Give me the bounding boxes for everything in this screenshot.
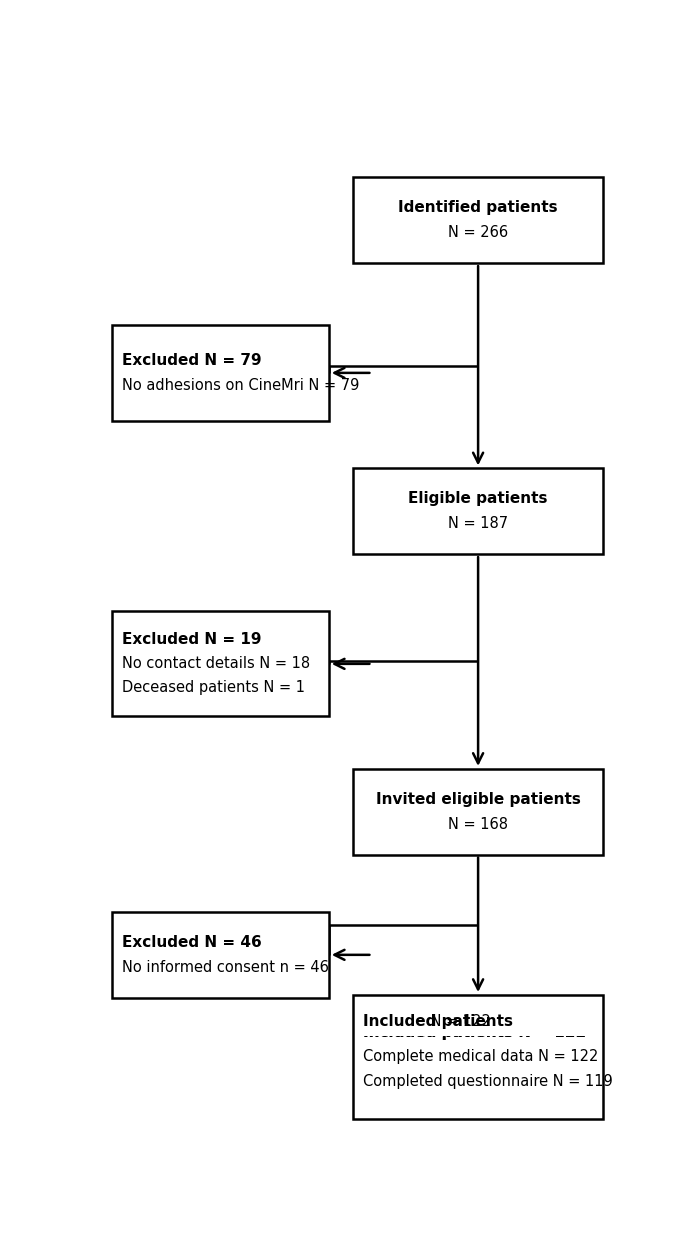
Bar bbox=[112, 325, 329, 420]
Text: N = 168: N = 168 bbox=[448, 817, 508, 831]
Text: Included patients N = 122: Included patients N = 122 bbox=[363, 1026, 587, 1041]
Text: No informed consent n = 46: No informed consent n = 46 bbox=[122, 960, 328, 975]
Text: Completed questionnaire N = 119: Completed questionnaire N = 119 bbox=[363, 1073, 612, 1089]
Bar bbox=[112, 611, 329, 716]
Bar bbox=[354, 995, 603, 1119]
Text: Excluded N = 19: Excluded N = 19 bbox=[122, 632, 261, 647]
Bar bbox=[356, 1007, 600, 1036]
Text: No contact details N = 18: No contact details N = 18 bbox=[122, 657, 310, 672]
Bar bbox=[354, 768, 603, 855]
Text: Eligible patients: Eligible patients bbox=[408, 491, 548, 506]
Text: Excluded N = 79: Excluded N = 79 bbox=[122, 353, 261, 368]
Text: Identified patients: Identified patients bbox=[398, 201, 558, 216]
Text: Included patients: Included patients bbox=[363, 1014, 513, 1028]
Text: Invited eligible patients: Invited eligible patients bbox=[376, 792, 580, 807]
Bar bbox=[354, 468, 603, 554]
Text: N = 266: N = 266 bbox=[448, 225, 508, 240]
Text: N = 187: N = 187 bbox=[448, 517, 508, 532]
Text: No adhesions on CineMri N = 79: No adhesions on CineMri N = 79 bbox=[122, 378, 359, 393]
Text: Deceased patients N = 1: Deceased patients N = 1 bbox=[122, 680, 304, 695]
Bar bbox=[112, 912, 329, 997]
Text: Included patients: Included patients bbox=[363, 1026, 513, 1041]
Text: Included patients N = 122: Included patients N = 122 bbox=[363, 1026, 555, 1041]
Bar bbox=[354, 177, 603, 263]
Text: Complete medical data N = 122: Complete medical data N = 122 bbox=[363, 1049, 598, 1064]
Text: N = 122: N = 122 bbox=[426, 1014, 491, 1028]
Text: Excluded N = 46: Excluded N = 46 bbox=[122, 934, 261, 950]
